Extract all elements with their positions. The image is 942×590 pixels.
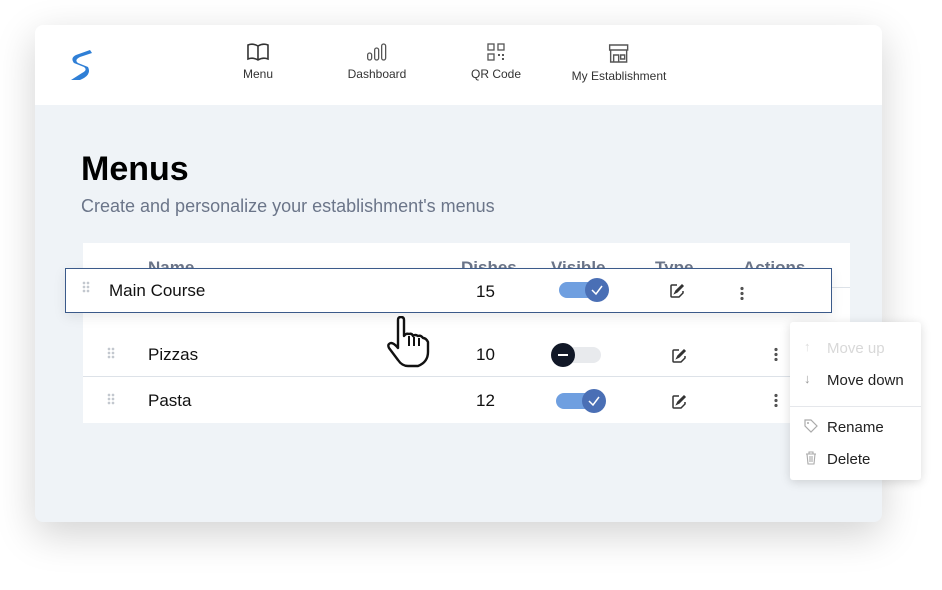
more-actions-icon[interactable] <box>740 286 744 300</box>
row-name: Pasta <box>148 391 192 410</box>
minus-icon <box>551 343 575 367</box>
more-actions-icon[interactable] <box>774 393 778 407</box>
hand-cursor-icon <box>387 316 430 368</box>
menu-item-label: Move down <box>827 372 904 389</box>
nav-qr-code[interactable]: QR Code <box>471 43 521 81</box>
nav-label: QR Code <box>470 67 522 81</box>
menu-item-label: Move up <box>827 340 885 357</box>
more-actions-icon[interactable] <box>774 347 778 361</box>
check-icon <box>585 278 609 302</box>
visible-toggle[interactable] <box>556 389 606 413</box>
nav-label: My Establishment <box>571 69 667 83</box>
store-icon <box>609 44 629 63</box>
edit-icon[interactable] <box>671 348 687 364</box>
trash-icon <box>806 451 816 465</box>
nav-menu[interactable]: Menu <box>243 43 273 81</box>
table-row[interactable]: Pasta 12 <box>83 381 850 421</box>
page-subtitle: Create and personalize your establishmen… <box>81 196 495 216</box>
nav-label: Menu <box>242 67 274 81</box>
logo-icon <box>71 50 92 80</box>
row-dishes: 15 <box>476 282 495 301</box>
table-row-dragging[interactable]: Main Course 15 <box>65 268 832 313</box>
menu-item-label: Delete <box>827 451 871 468</box>
tag-icon <box>804 419 818 433</box>
row-name: Pizzas <box>148 345 199 364</box>
edit-icon[interactable] <box>669 283 685 299</box>
bar-chart-icon <box>367 43 387 61</box>
page-title: Menus <box>81 150 189 188</box>
drag-handle-icon[interactable] <box>107 393 115 405</box>
context-menu: ↑ Move up ↓ Move down Rename Delete <box>790 322 921 480</box>
nav-my-establishment[interactable]: My Establishment <box>571 43 667 83</box>
row-dishes: 10 <box>476 345 495 364</box>
arrow-up-icon: ↑ <box>804 339 811 354</box>
qr-code-icon <box>487 43 505 61</box>
divider <box>790 406 921 407</box>
divider <box>83 376 850 377</box>
drag-handle-icon[interactable] <box>82 281 90 293</box>
check-icon <box>582 389 606 413</box>
table-row[interactable]: Pizzas 10 <box>83 335 850 375</box>
menu-item-label: Rename <box>827 419 884 436</box>
edit-icon[interactable] <box>671 394 687 410</box>
nav-label: Dashboard <box>347 67 407 81</box>
visible-toggle[interactable] <box>551 343 601 367</box>
row-name: Main Course <box>109 281 206 300</box>
row-dishes: 12 <box>476 391 495 410</box>
arrow-down-icon: ↓ <box>804 371 811 386</box>
drag-handle-icon[interactable] <box>107 347 115 359</box>
visible-toggle[interactable] <box>559 278 609 302</box>
top-nav: Menu Dashboard QR Code My Establishment <box>35 25 882 105</box>
nav-dashboard[interactable]: Dashboard <box>347 43 407 81</box>
book-icon <box>247 43 269 61</box>
